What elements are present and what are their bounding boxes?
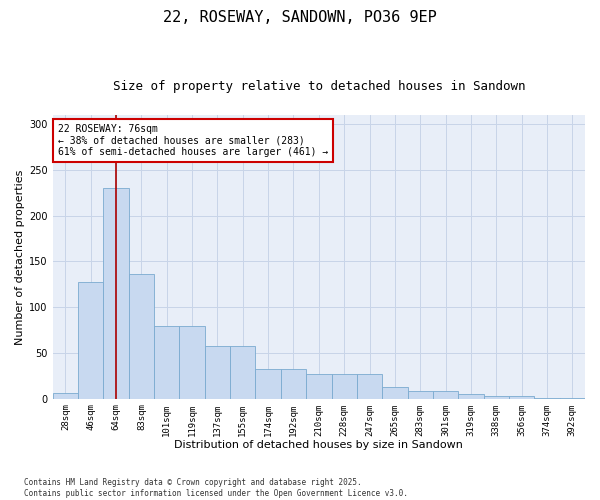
- Bar: [129, 274, 154, 398]
- Bar: [332, 374, 357, 398]
- Bar: [484, 396, 509, 398]
- Bar: [382, 387, 407, 398]
- Bar: [509, 396, 535, 398]
- Bar: [53, 393, 78, 398]
- X-axis label: Distribution of detached houses by size in Sandown: Distribution of detached houses by size …: [175, 440, 463, 450]
- Bar: [306, 374, 332, 398]
- Bar: [78, 282, 103, 399]
- Bar: [433, 392, 458, 398]
- Bar: [205, 346, 230, 399]
- Bar: [179, 326, 205, 398]
- Text: 22 ROSEWAY: 76sqm
← 38% of detached houses are smaller (283)
61% of semi-detache: 22 ROSEWAY: 76sqm ← 38% of detached hous…: [58, 124, 328, 156]
- Y-axis label: Number of detached properties: Number of detached properties: [15, 169, 25, 344]
- Bar: [357, 374, 382, 398]
- Text: 22, ROSEWAY, SANDOWN, PO36 9EP: 22, ROSEWAY, SANDOWN, PO36 9EP: [163, 10, 437, 25]
- Bar: [230, 346, 256, 399]
- Bar: [281, 370, 306, 398]
- Title: Size of property relative to detached houses in Sandown: Size of property relative to detached ho…: [113, 80, 525, 93]
- Bar: [154, 326, 179, 398]
- Bar: [256, 370, 281, 398]
- Text: Contains HM Land Registry data © Crown copyright and database right 2025.
Contai: Contains HM Land Registry data © Crown c…: [24, 478, 408, 498]
- Bar: [103, 188, 129, 398]
- Bar: [407, 392, 433, 398]
- Bar: [458, 394, 484, 398]
